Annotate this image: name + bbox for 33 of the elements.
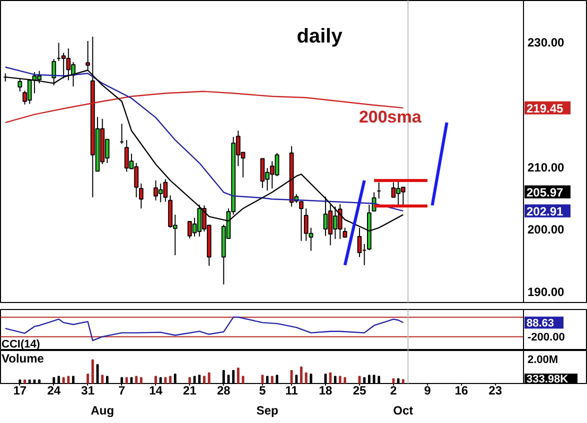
x-tick-label: 18	[318, 384, 333, 398]
x-tick-label: 5	[259, 384, 266, 398]
y-tick-label: 230.00	[528, 36, 565, 50]
y-tick-label: 200.00	[528, 222, 565, 237]
x-tick-label: 24	[47, 384, 61, 398]
x-tick-label: 11	[285, 384, 298, 398]
y-tick-label: 210.00	[528, 160, 565, 174]
y-tick-label: 205.97	[526, 185, 564, 200]
x-tick-label: 2	[390, 384, 398, 398]
y-tick-label: 202.91	[526, 204, 564, 218]
x2-tick-label: Aug	[90, 404, 114, 418]
chart-title: Volume	[2, 352, 44, 366]
text: CCI(14)	[2, 338, 40, 350]
x-tick-label: 25	[352, 384, 366, 398]
x-tick-label: 21	[183, 384, 197, 398]
x-tick-label: 14	[149, 384, 163, 398]
x-tick-label: 16	[454, 384, 468, 398]
y-tick-label: 190.00	[528, 284, 565, 299]
x-tick-label: 9	[424, 384, 432, 398]
text: daily	[296, 26, 344, 48]
x-tick-label: 31	[81, 384, 95, 398]
y-tick-label: -200.00	[528, 332, 565, 344]
y-tick-label: 219.45	[526, 101, 564, 116]
y-tick-label: 88.63	[526, 318, 554, 330]
annotation: 200sma	[358, 107, 422, 126]
x2-tick-label: Oct	[393, 404, 414, 418]
y-tick-label: 333.98K	[526, 374, 568, 386]
x-tick-label: 17	[13, 384, 27, 398]
x-tick-label: 23	[488, 384, 502, 398]
x-tick-label: 28	[216, 384, 231, 398]
y-tick-label: 2.00M	[528, 354, 558, 366]
x-tick-label: 7	[118, 384, 126, 398]
x2-tick-label: Sep	[256, 404, 278, 418]
